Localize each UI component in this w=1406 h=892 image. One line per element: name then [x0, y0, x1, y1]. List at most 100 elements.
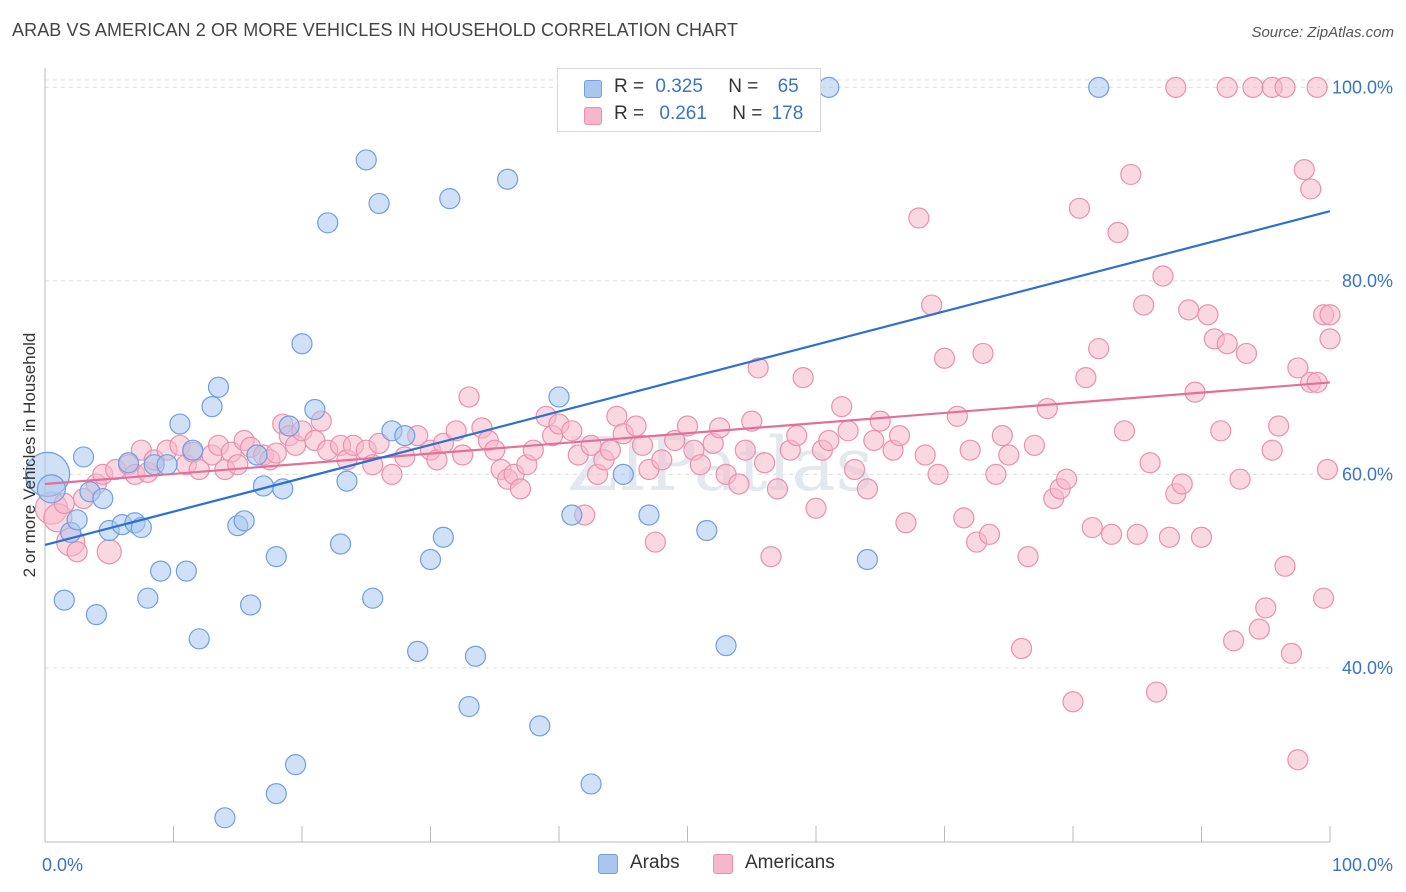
arabs-swatch	[584, 80, 602, 98]
r-value-americans: 0.261	[659, 103, 707, 124]
americans-point	[978, 523, 1001, 545]
americans-point	[1126, 523, 1148, 545]
americans-point	[1152, 265, 1174, 287]
arabs-point	[394, 425, 416, 447]
americans-point	[1229, 468, 1251, 490]
americans-point	[959, 439, 981, 461]
americans-point	[1248, 618, 1270, 640]
americans-point	[625, 415, 647, 437]
americans-point	[1210, 420, 1232, 442]
americans-point	[753, 452, 776, 474]
arabs-point	[419, 548, 442, 571]
y-tick-label: 40.0%	[1342, 658, 1393, 678]
americans-point	[972, 342, 994, 365]
arabs-point	[464, 645, 487, 667]
americans-point	[1113, 420, 1136, 442]
americans-point	[452, 444, 474, 466]
arabs-point	[150, 560, 172, 582]
x-tick-label: 100.0%	[1332, 855, 1393, 875]
americans-point	[1145, 681, 1168, 703]
arabs-point	[317, 212, 339, 234]
y-tick-label: 100.0%	[1332, 77, 1393, 97]
arabs-point	[458, 695, 480, 718]
arabs-point	[291, 333, 313, 355]
americans-point	[561, 420, 583, 442]
americans-point	[458, 386, 480, 408]
arabs-point	[201, 396, 223, 418]
arabs-point	[355, 149, 377, 171]
arabs-point	[175, 560, 197, 582]
americans-point	[1165, 76, 1187, 98]
arabs-point	[66, 509, 88, 531]
arabs-point	[137, 587, 159, 609]
arabs-point	[72, 446, 95, 468]
chart-source: Source: ZipAtlas.com	[1251, 24, 1394, 41]
americans-point	[831, 396, 853, 418]
americans-point	[1312, 587, 1335, 609]
americans-point	[985, 463, 1007, 485]
arabs-point	[529, 715, 551, 737]
arabs-point	[130, 516, 152, 539]
arabs-point	[548, 386, 570, 408]
y-tick-label: 60.0%	[1342, 464, 1393, 484]
n-label: N =	[732, 103, 763, 124]
n-value-americans: 178	[771, 103, 804, 124]
americans-point	[1190, 526, 1213, 548]
americans-point	[1319, 328, 1341, 350]
americans-point	[1274, 555, 1296, 577]
chart-title: ARAB VS AMERICAN 2 OR MORE VEHICLES IN H…	[12, 20, 739, 40]
americans-point	[1120, 163, 1142, 186]
americans-point	[1075, 367, 1097, 389]
americans-point	[1062, 691, 1084, 713]
americans-point	[96, 539, 122, 565]
americans-point	[741, 410, 763, 432]
arabs-point	[329, 533, 352, 555]
americans-points	[34, 76, 1341, 771]
americans-point	[1010, 637, 1033, 660]
americans-point	[728, 473, 750, 495]
arabs-point	[715, 634, 737, 657]
n-label: N =	[728, 76, 759, 97]
americans-point	[1133, 294, 1155, 316]
arabs-point	[304, 398, 326, 421]
n-value-arabs: 65	[777, 76, 799, 97]
americans-point	[1261, 439, 1283, 461]
americans-point	[709, 417, 731, 439]
americans-point	[953, 507, 975, 529]
arabs-point	[265, 545, 287, 568]
americans-point	[747, 357, 769, 379]
americans-point	[1242, 76, 1264, 98]
americans-point	[1178, 299, 1200, 321]
americans-point	[66, 541, 88, 563]
r-value-arabs: 0.325	[655, 76, 703, 97]
arabs-point	[240, 594, 262, 616]
americans-point	[1023, 434, 1046, 456]
americans-point	[689, 454, 711, 476]
americans-point	[1100, 523, 1123, 545]
americans-point	[1216, 76, 1238, 98]
arabs-point	[233, 510, 255, 532]
arabs-point	[497, 168, 519, 190]
stats-legend: R = 0.325 N = 65 R = 0.261 N = 178	[557, 68, 821, 132]
americans-point	[1319, 304, 1341, 326]
americans-point	[1306, 76, 1328, 98]
americans-point	[792, 367, 814, 389]
americans-point	[1088, 337, 1110, 360]
arabs-point	[362, 587, 384, 609]
arabs-point	[265, 783, 287, 805]
americans-point	[1280, 642, 1303, 664]
americans-point	[1274, 76, 1296, 98]
americans-point	[1068, 197, 1091, 219]
arabs-point	[53, 589, 75, 611]
americans-point	[863, 429, 885, 452]
americans-point	[644, 531, 666, 553]
arabs-point	[92, 487, 114, 510]
americans-point	[843, 458, 866, 481]
arabs-point	[36, 474, 67, 504]
americans-point	[760, 545, 782, 568]
americans-point	[1107, 221, 1129, 244]
americans-point	[227, 454, 249, 476]
arabs-point	[278, 415, 300, 437]
y-axis-label: 2 or more Vehicles in Household	[20, 333, 39, 578]
x-tick-label: 0.0%	[42, 855, 83, 875]
